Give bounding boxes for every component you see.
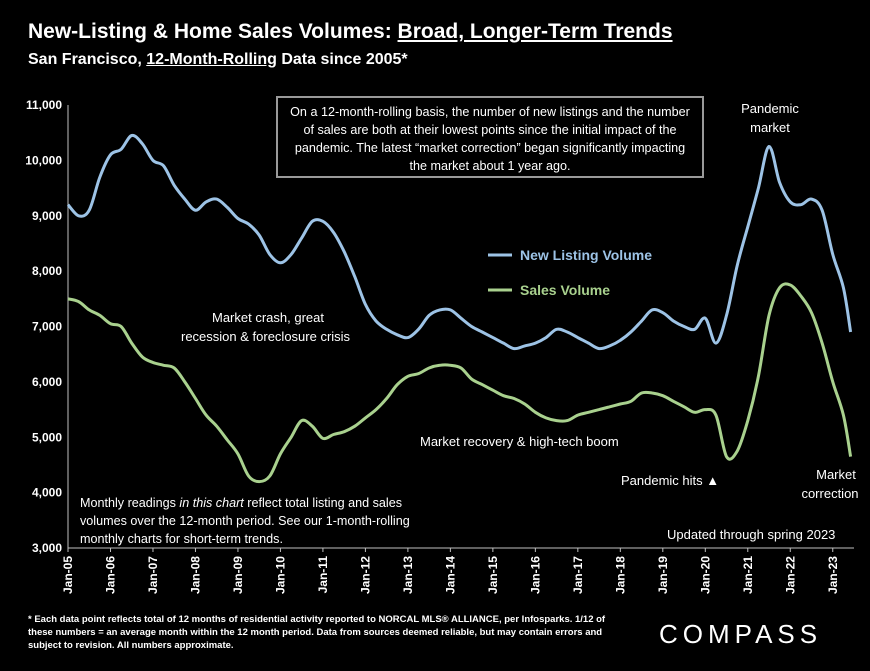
x-tick-label: Jan-08 [188, 556, 202, 594]
x-tick-label: Jan-14 [443, 556, 457, 594]
legend-label-sales: Sales Volume [520, 282, 610, 298]
annotation-market-correction-1: Market [816, 467, 856, 482]
x-tick-label: Jan-13 [401, 556, 415, 594]
monthly-note: Monthly readings in this chart reflect t… [80, 494, 410, 548]
monthly-note-italic: in this chart [179, 496, 244, 510]
y-tick-label: 6,000 [32, 375, 62, 389]
monthly-note-part2: reflect total listing and sales volumes … [80, 496, 410, 546]
chart-legend: New Listing Volume Sales Volume [488, 247, 652, 298]
chart-title-underlined: Broad, Longer-Term Trends [397, 20, 673, 43]
x-tick-label: Jan-22 [783, 556, 797, 594]
y-tick-label: 9,000 [32, 209, 62, 223]
chart-annotations: Pandemic market Market crash, great rece… [181, 101, 859, 542]
annotation-market-crash-2: recession & foreclosure crisis [181, 329, 351, 344]
series-line-new-listing [66, 133, 853, 351]
chart-subtitle-underlined: 12-Month-Rolling [146, 51, 277, 68]
y-tick-label: 8,000 [32, 264, 62, 278]
callout-box: On a 12-month-rolling basis, the number … [276, 96, 704, 178]
y-tick-label: 3,000 [32, 541, 62, 555]
y-tick-label: 11,000 [26, 98, 62, 112]
chart-subtitle-prefix: San Francisco, [28, 51, 147, 68]
chart-title-prefix: New-Listing & Home Sales Volumes: [28, 20, 398, 43]
annotation-pandemic-market-1: Pandemic [741, 101, 799, 116]
chart-axes [67, 105, 854, 549]
x-tick-label: Jan-17 [571, 556, 585, 594]
y-tick-label: 5,000 [32, 430, 62, 444]
x-tick-label: Jan-07 [146, 556, 160, 594]
y-axis-ticks: 3,000 4,000 5,000 6,000 7,000 8,000 9,000 10,00… [25, 98, 62, 555]
x-tick-label: Jan-12 [358, 556, 372, 594]
x-tick-label: Jan-16 [528, 556, 542, 594]
x-tick-label: Jan-23 [826, 556, 840, 594]
chart-title: New-Listing & Home Sales Volumes: Broad,… [28, 20, 673, 44]
chart-series [66, 133, 853, 484]
chart-subtitle-suffix: Data since 2005* [276, 51, 408, 68]
annotation-updated: Updated through spring 2023 [667, 527, 835, 542]
annotation-pandemic-market-2: market [750, 120, 790, 135]
legend-label-new-listing: New Listing Volume [520, 247, 652, 263]
x-tick-label: Jan-15 [486, 556, 500, 594]
x-tick-label: Jan-18 [613, 556, 627, 594]
x-tick-label: Jan-21 [741, 556, 755, 594]
y-tick-label: 7,000 [32, 320, 62, 334]
annotation-market-recovery: Market recovery & high-tech boom [420, 434, 619, 449]
y-tick-label: 10,000 [25, 153, 62, 167]
annotation-market-correction-2: correction [801, 486, 858, 501]
x-tick-label: Jan-19 [656, 556, 670, 594]
x-tick-label: Jan-05 [61, 556, 75, 594]
x-tick-label: Jan-10 [273, 556, 287, 594]
y-tick-label: 4,000 [32, 486, 62, 500]
chart-subtitle: San Francisco, 12-Month-Rolling Data sin… [28, 51, 408, 69]
series-line-sales [67, 282, 853, 484]
x-tick-label: Jan-11 [316, 556, 330, 594]
annotation-pandemic-hits: Pandemic hits ▲ [621, 473, 719, 488]
footnote: * Each data point reflects total of 12 m… [28, 614, 606, 651]
x-tick-label: Jan-09 [231, 556, 245, 594]
x-tick-label: Jan-06 [103, 556, 117, 594]
x-axis-ticks: Jan-05 Jan-06 Jan-07 Jan-08 Jan-09 Jan-10 Jan-… [61, 548, 840, 594]
x-tick-label: Jan-20 [698, 556, 712, 594]
monthly-note-part1: Monthly readings [80, 496, 180, 510]
annotation-market-crash-1: Market crash, great [212, 310, 324, 325]
compass-logo: COMPASS [659, 619, 823, 649]
